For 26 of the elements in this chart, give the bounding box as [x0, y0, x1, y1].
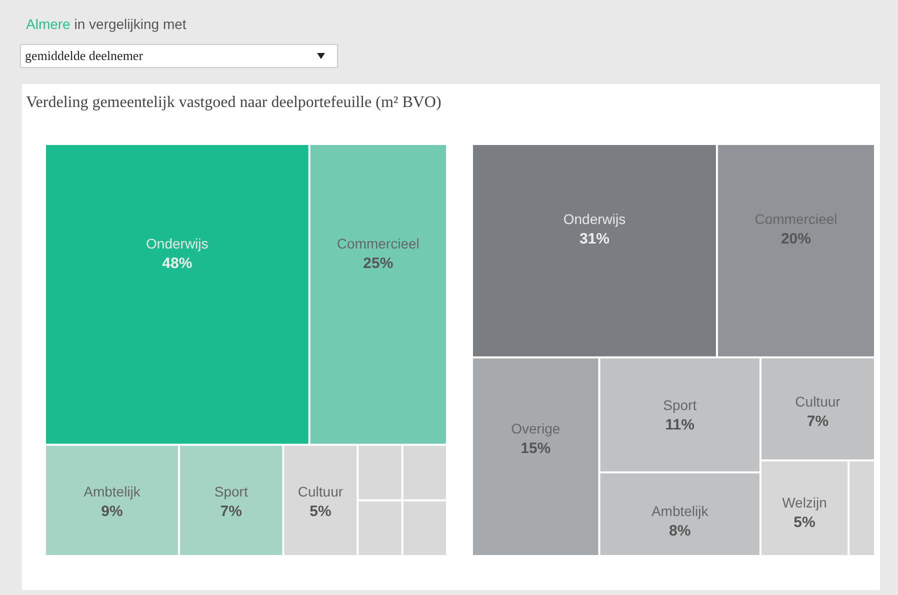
category-label: Onderwijs — [146, 236, 208, 252]
category-label: Ambtelijk — [84, 483, 142, 500]
data-label: 20% — [780, 230, 811, 248]
data-label: 11% — [665, 416, 694, 434]
category-label: Cultuur — [298, 483, 344, 500]
data-label: 5% — [794, 514, 816, 532]
category-label: Commercieel — [336, 236, 420, 252]
category-label: Overige — [511, 420, 560, 436]
data-label: 8% — [669, 522, 691, 540]
data-label: 31% — [579, 230, 610, 248]
text: Almere in vergelijking met — [26, 16, 186, 32]
text: Verdeling gemeentelijk vastgoed naar deelportefeuille (m² BVO) — [26, 94, 442, 112]
category-label: Ambtelijk — [651, 503, 710, 520]
data-label: 9% — [101, 502, 123, 520]
data-label: 7% — [806, 413, 829, 430]
category-label: Sport — [663, 396, 697, 413]
data-label: 25% — [363, 255, 394, 272]
data-label: 48% — [162, 255, 192, 272]
text: gemiddelde deelnemer — [25, 48, 144, 63]
category-label: Cultuur — [795, 394, 841, 410]
category-label: Sport — [214, 483, 248, 500]
data-label: 5% — [310, 502, 332, 520]
category-label: Onderwijs — [563, 211, 626, 228]
data-label: 15% — [520, 440, 551, 457]
category-label: Welzijn — [782, 494, 827, 511]
data-label: 7% — [220, 502, 242, 520]
